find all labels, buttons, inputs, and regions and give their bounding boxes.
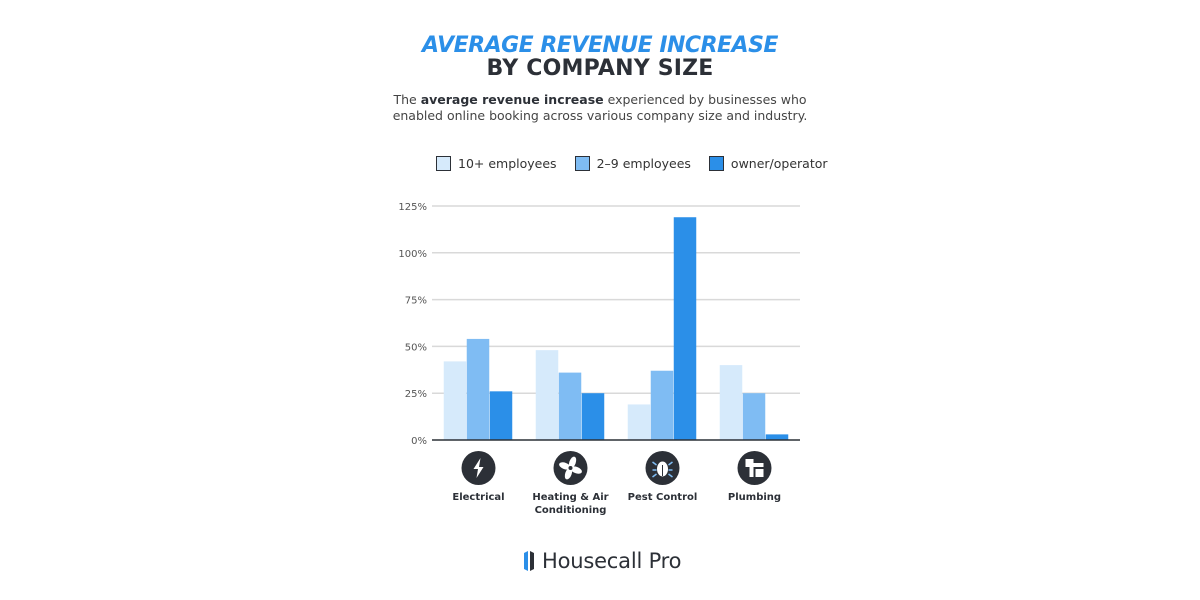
brand-name: Housecall Pro — [542, 549, 682, 573]
legend-item-2to9: 2–9 employees — [574, 156, 691, 171]
y-tick-label: 100% — [398, 249, 427, 260]
y-tick-label: 75% — [405, 296, 427, 307]
y-tick-label: 0% — [411, 436, 427, 447]
chart-subtitle: The average revenue increase experienced… — [0, 92, 1200, 124]
pipe-part — [753, 463, 764, 467]
lightning-bolt-glyph — [473, 458, 484, 478]
y-tick-label: 125% — [398, 202, 427, 213]
legend-swatch-10plus — [436, 156, 451, 171]
subtitle-post: experienced by businesses who — [603, 92, 807, 107]
legend-label-2to9: 2–9 employees — [596, 156, 691, 171]
fan-blade — [559, 462, 571, 470]
legend-item-owner: owner/operator — [708, 156, 828, 171]
category-label: Pest Control — [628, 492, 698, 503]
category-label: Electrical — [452, 492, 504, 503]
category-label: Conditioning — [535, 505, 607, 516]
subtitle-pre: The — [393, 92, 421, 107]
pipe-icon — [737, 451, 772, 485]
chart-title-line2: BY COMPANY SIZE — [486, 56, 714, 81]
brand-logo: Housecall Pro — [522, 549, 681, 573]
chart-title-line1: AVERAGE REVENUE INCREASE — [422, 33, 778, 58]
bar — [558, 372, 582, 440]
bar — [765, 434, 789, 440]
pipe-part — [755, 469, 764, 477]
bar — [627, 404, 651, 440]
bar — [581, 393, 605, 440]
housecall-logo-icon — [524, 551, 534, 571]
fan-hub — [568, 466, 573, 470]
bug-leg — [652, 461, 657, 478]
subtitle-line2: enabled online booking across various co… — [392, 108, 808, 123]
category-label: Heating & Air — [532, 492, 608, 503]
subtitle-bold: average revenue increase — [420, 92, 604, 107]
y-tick-label: 25% — [405, 389, 427, 400]
chart-legend: 10+ employees 2–9 employees owner/operat… — [436, 156, 828, 171]
legend-item-10plus: 10+ employees — [436, 156, 557, 171]
category-label: Plumbing — [728, 492, 781, 503]
pipe-part — [749, 467, 754, 477]
fan-blade — [564, 467, 573, 480]
bug-leg — [668, 461, 673, 478]
y-tick-label: 50% — [405, 342, 427, 353]
bar — [719, 365, 743, 440]
bar — [742, 393, 766, 440]
fan-blade — [570, 466, 582, 474]
fan-blade — [568, 456, 577, 469]
pipe-part — [745, 459, 754, 467]
legend-swatch-owner — [708, 156, 724, 171]
bar — [673, 217, 697, 440]
legend-label-10plus: 10+ employees — [458, 156, 557, 171]
legend-label-owner: owner/operator — [730, 156, 828, 171]
bar — [466, 338, 490, 440]
bar — [535, 350, 559, 440]
bar — [489, 391, 513, 440]
legend-swatch-2to9 — [574, 156, 590, 171]
bar — [650, 370, 674, 440]
bar — [443, 361, 467, 440]
